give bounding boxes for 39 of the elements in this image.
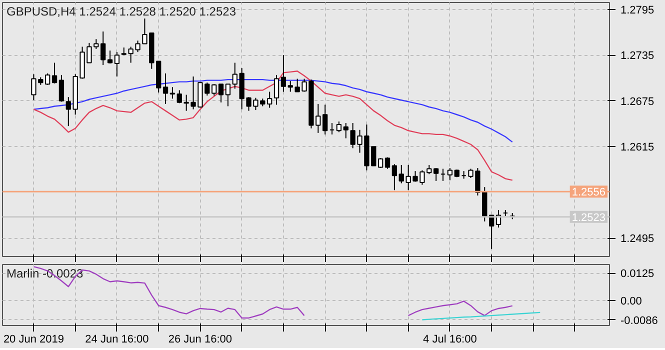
- line-series: [33, 70, 513, 181]
- chart-title: GBPUSD,H4 1.2524 1.2528 1.2520 1.2523: [6, 4, 236, 18]
- candlestick: [267, 91, 272, 108]
- candlestick: [218, 84, 224, 103]
- y-tick-label: -0.0086: [620, 314, 658, 327]
- candlestick: [336, 120, 342, 133]
- candlestick: [52, 62, 58, 84]
- y-tick-label: 1.2795: [620, 4, 654, 16]
- candlestick: [392, 164, 398, 191]
- x-tick-label: 26 Jun 16:00: [168, 334, 232, 346]
- candlestick: [66, 96, 71, 127]
- candlestick: [280, 54, 286, 92]
- candlestick: [322, 104, 328, 135]
- candlestick: [225, 84, 231, 107]
- y-tick-label: 1.2735: [620, 50, 654, 62]
- candlestick: [100, 30, 106, 66]
- candlestick: [170, 86, 176, 100]
- candlestick: [212, 84, 217, 96]
- candlestick: [433, 168, 439, 182]
- candlestick: [274, 74, 280, 106]
- x-tick-label: 24 Jun 16:00: [85, 334, 149, 346]
- candlestick: [58, 74, 64, 102]
- y-tick-label: 0.0125: [620, 268, 654, 280]
- candlestick: [232, 62, 238, 90]
- candlestick: [162, 72, 168, 104]
- candlestick: [114, 52, 120, 77]
- line-series: [422, 312, 541, 320]
- candlestick: [45, 72, 50, 86]
- ref-line-label: 1.2556: [572, 186, 606, 199]
- x-tick-label: 20 Jun 2019: [3, 334, 64, 346]
- candlestick: [176, 90, 182, 104]
- y-tick-label: 1.2615: [620, 142, 654, 154]
- candlestick: [107, 50, 113, 64]
- candlestick: [447, 168, 453, 181]
- x-tick-label: 4 Jul 16:00: [423, 334, 477, 346]
- candlestick: [343, 122, 348, 139]
- y-tick-label: 1.2495: [620, 233, 654, 246]
- y-tick-label: 0.00: [620, 296, 642, 308]
- y-tick-label: 1.2675: [620, 96, 654, 108]
